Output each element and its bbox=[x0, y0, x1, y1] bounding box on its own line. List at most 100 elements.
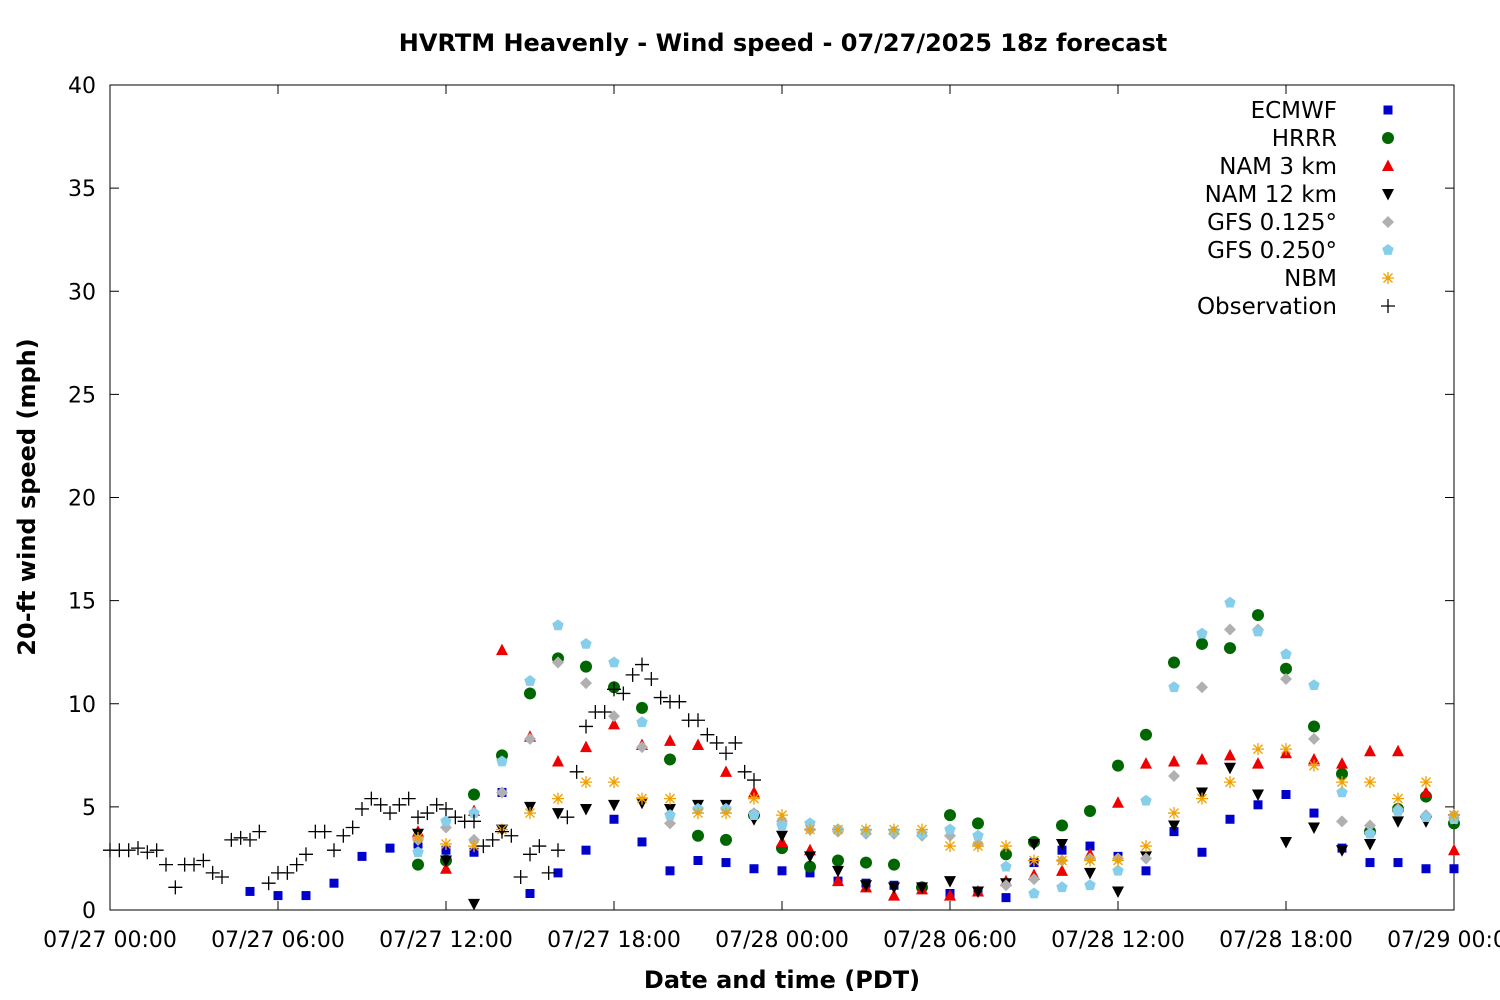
data-point bbox=[1140, 852, 1152, 865]
data-point bbox=[1252, 743, 1264, 756]
data-point bbox=[580, 803, 592, 816]
data-point bbox=[1196, 627, 1208, 639]
data-point bbox=[1252, 625, 1264, 637]
data-point bbox=[608, 776, 620, 789]
data-point bbox=[832, 823, 844, 836]
data-point bbox=[1196, 752, 1208, 765]
data-point bbox=[1280, 662, 1292, 675]
data-point bbox=[1364, 839, 1376, 851]
series-5 bbox=[412, 596, 1460, 899]
data-point bbox=[636, 716, 648, 728]
data-point bbox=[672, 694, 687, 709]
data-point bbox=[524, 687, 536, 700]
data-point bbox=[860, 880, 872, 892]
series-4 bbox=[412, 623, 1460, 892]
data-point bbox=[1112, 796, 1124, 808]
data-point bbox=[1196, 681, 1208, 694]
data-point bbox=[1085, 841, 1095, 851]
legend-marker bbox=[1382, 244, 1394, 255]
data-point bbox=[719, 746, 733, 761]
x-axis: 07/27 00:00 07/27 06:00 07/27 12:00 07/27 1… bbox=[43, 85, 1500, 953]
data-point bbox=[523, 847, 537, 862]
legend-marker bbox=[1382, 216, 1394, 228]
legend-marker bbox=[1383, 105, 1393, 115]
data-point bbox=[1140, 728, 1152, 741]
data-point bbox=[1308, 679, 1320, 691]
data-point bbox=[468, 807, 480, 818]
data-point bbox=[552, 656, 564, 669]
data-point bbox=[720, 807, 732, 820]
data-point bbox=[692, 829, 704, 842]
data-point bbox=[664, 817, 676, 830]
data-point bbox=[1000, 840, 1012, 853]
data-point bbox=[692, 807, 704, 820]
data-point bbox=[804, 851, 816, 863]
y-tick-label: 20 bbox=[68, 487, 96, 512]
data-point bbox=[607, 682, 621, 697]
data-point bbox=[700, 727, 715, 742]
data-point bbox=[1364, 776, 1376, 789]
data-point bbox=[664, 792, 676, 805]
data-point bbox=[1336, 757, 1348, 769]
data-point bbox=[469, 847, 479, 857]
data-point bbox=[804, 860, 816, 873]
plot-frame bbox=[109, 84, 1455, 911]
data-point bbox=[832, 854, 844, 867]
data-point bbox=[121, 843, 136, 858]
data-point bbox=[1392, 744, 1404, 757]
data-point bbox=[1084, 805, 1096, 817]
y-tick-label: 30 bbox=[68, 280, 96, 305]
data-point bbox=[440, 855, 452, 867]
data-point bbox=[664, 734, 676, 746]
data-point bbox=[1224, 748, 1236, 761]
data-point bbox=[336, 828, 351, 843]
data-point bbox=[1364, 827, 1376, 839]
data-point bbox=[1252, 609, 1264, 622]
data-point bbox=[485, 832, 500, 847]
data-point bbox=[1420, 776, 1432, 789]
data-point bbox=[721, 858, 731, 868]
data-point bbox=[944, 889, 956, 901]
y-tick-label: 35 bbox=[68, 177, 96, 202]
data-point bbox=[551, 843, 565, 858]
data-point bbox=[317, 824, 332, 839]
data-point bbox=[944, 809, 956, 822]
data-point bbox=[149, 843, 164, 858]
data-point bbox=[1084, 854, 1096, 867]
data-point bbox=[1028, 854, 1040, 867]
data-point bbox=[637, 837, 647, 847]
legend-marker bbox=[1382, 189, 1394, 201]
data-point bbox=[1392, 805, 1404, 816]
data-point bbox=[1308, 720, 1320, 733]
data-point bbox=[140, 845, 155, 860]
data-point bbox=[280, 865, 295, 880]
data-point bbox=[327, 843, 341, 858]
data-point bbox=[1224, 596, 1236, 608]
data-point bbox=[728, 735, 743, 750]
data-point bbox=[441, 845, 451, 855]
data-point bbox=[345, 820, 360, 835]
legend-label: GFS 0.250° bbox=[1207, 238, 1337, 264]
chart-title: HVRTM Heavenly - Wind speed - 07/27/2025… bbox=[399, 29, 1167, 57]
data-point bbox=[1280, 648, 1292, 660]
x-tick-label: 07/28 00:00 bbox=[715, 928, 849, 953]
data-point bbox=[972, 840, 984, 853]
data-point bbox=[1084, 879, 1096, 891]
legend-marker bbox=[1382, 159, 1394, 171]
data-point bbox=[1168, 755, 1180, 767]
x-tick-label: 07/27 06:00 bbox=[211, 928, 345, 953]
data-point bbox=[364, 791, 379, 806]
data-point bbox=[1112, 864, 1124, 876]
data-point bbox=[664, 809, 676, 820]
data-point bbox=[1224, 762, 1236, 775]
data-point bbox=[1365, 858, 1375, 868]
data-point bbox=[1448, 843, 1460, 856]
data-point bbox=[439, 801, 453, 816]
data-point bbox=[429, 797, 444, 812]
data-point bbox=[832, 874, 844, 887]
data-point bbox=[524, 807, 536, 820]
data-point bbox=[616, 686, 631, 701]
data-point bbox=[1028, 839, 1040, 851]
data-point bbox=[1112, 759, 1124, 772]
data-point bbox=[1196, 792, 1208, 805]
